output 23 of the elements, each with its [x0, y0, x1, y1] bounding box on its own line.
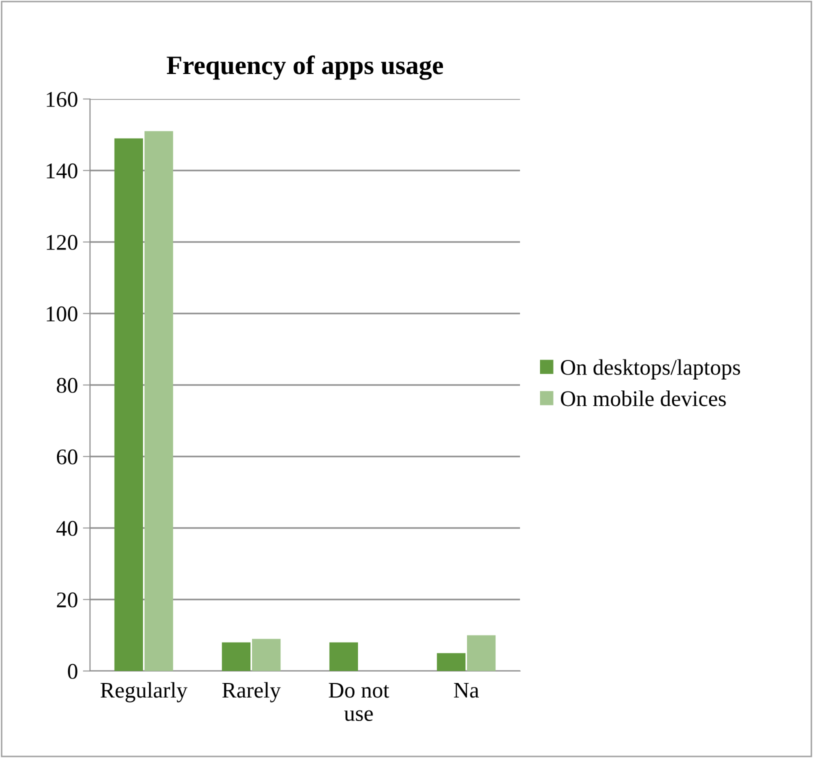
y-tick-label: 60: [56, 449, 78, 464]
x-tick-label: Na: [454, 682, 479, 698]
legend-label: On mobile devices: [560, 390, 726, 406]
bar: [252, 638, 281, 671]
x-tick-label: Regularly: [100, 682, 188, 702]
y-tick-label: 20: [56, 592, 78, 608]
chart-title: Frequency of apps usage: [166, 55, 443, 80]
y-tick-label: 100: [46, 306, 78, 322]
y-tick-label: 40: [56, 520, 78, 536]
legend-label: On desktops/laptops: [560, 359, 740, 380]
y-tick-label: 160: [46, 92, 78, 107]
bar: [329, 642, 358, 671]
bar: [114, 138, 143, 671]
x-tick-label: Rarely: [222, 682, 281, 702]
y-tick-label: 0: [68, 664, 78, 679]
x-tick-label: Do not use: [328, 682, 390, 721]
y-tick-label: 120: [46, 234, 78, 250]
y-tick-label: 140: [46, 163, 78, 178]
bar: [222, 642, 250, 671]
y-tick-label: 80: [56, 378, 78, 393]
bar: [436, 653, 466, 671]
bar: [144, 131, 174, 671]
bar: [467, 635, 496, 671]
